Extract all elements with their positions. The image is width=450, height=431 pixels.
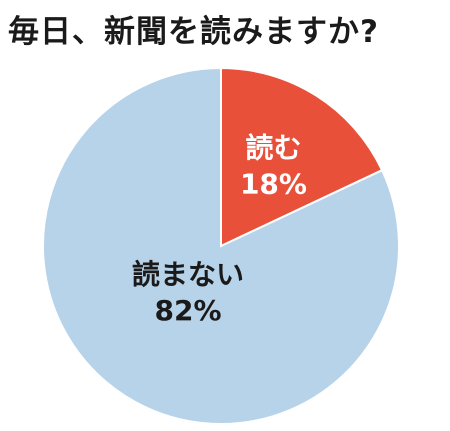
pie-slice-2 <box>42 66 400 425</box>
slice-label-2: 読まない <box>132 258 244 291</box>
pie-slice-1 <box>220 66 384 248</box>
chart-title: 毎日、新聞を読みますか? <box>8 14 379 50</box>
pie-slices <box>42 66 400 425</box>
slice-value-2: 82% <box>154 294 221 327</box>
slice-value-1: 18% <box>240 167 307 200</box>
slice-label-1: 読む <box>245 131 301 164</box>
